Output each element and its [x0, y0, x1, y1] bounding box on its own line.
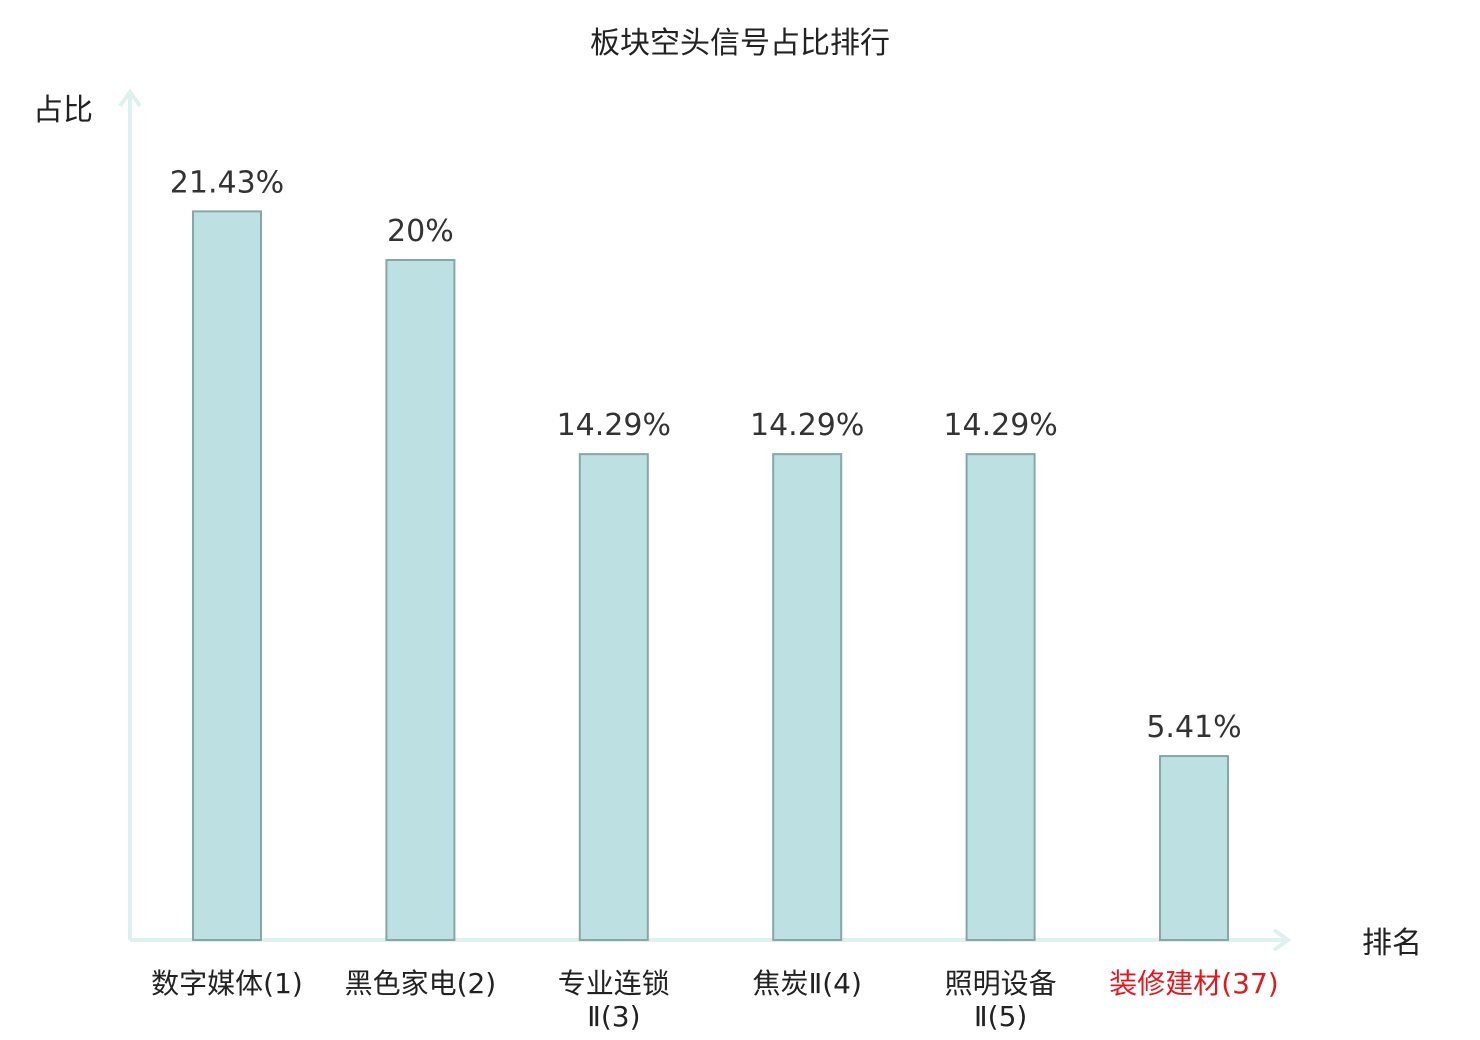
category-label-3-line-1: 专业连锁 [558, 967, 670, 1000]
x-axis-arrow-icon [1272, 928, 1292, 952]
category-label-3-line-2: Ⅱ(3) [587, 1000, 640, 1033]
value-label-1: 21.43% [170, 165, 284, 200]
chart-title: 板块空头信号占比排行 [590, 26, 890, 61]
x-axis-label: 排名 [1362, 926, 1422, 961]
value-label-3: 14.29% [557, 408, 671, 443]
bar-5 [965, 453, 1036, 941]
bar-3 [578, 453, 649, 941]
category-label-5-line-2: Ⅱ(5) [974, 1000, 1027, 1033]
value-label-4: 14.29% [750, 408, 864, 443]
category-label-6: 装修建材(37) [1109, 967, 1278, 1000]
category-label-2: 黑色家电(2) [345, 967, 497, 1000]
category-label-1: 数字媒体(1) [151, 967, 303, 1000]
y-axis-label: 占比 [33, 93, 93, 128]
bar-1 [192, 210, 262, 941]
bar-4 [772, 453, 843, 941]
bar-6 [1159, 755, 1229, 941]
y-axis-arrow-icon [118, 88, 142, 108]
value-label-6: 5.41% [1146, 710, 1241, 745]
value-label-2: 20% [387, 214, 454, 249]
bar-2 [385, 259, 456, 941]
value-label-5: 14.29% [943, 408, 1057, 443]
category-label-4: 焦炭Ⅱ(4) [752, 967, 861, 1000]
category-label-5-line-1: 照明设备 [945, 967, 1057, 1000]
